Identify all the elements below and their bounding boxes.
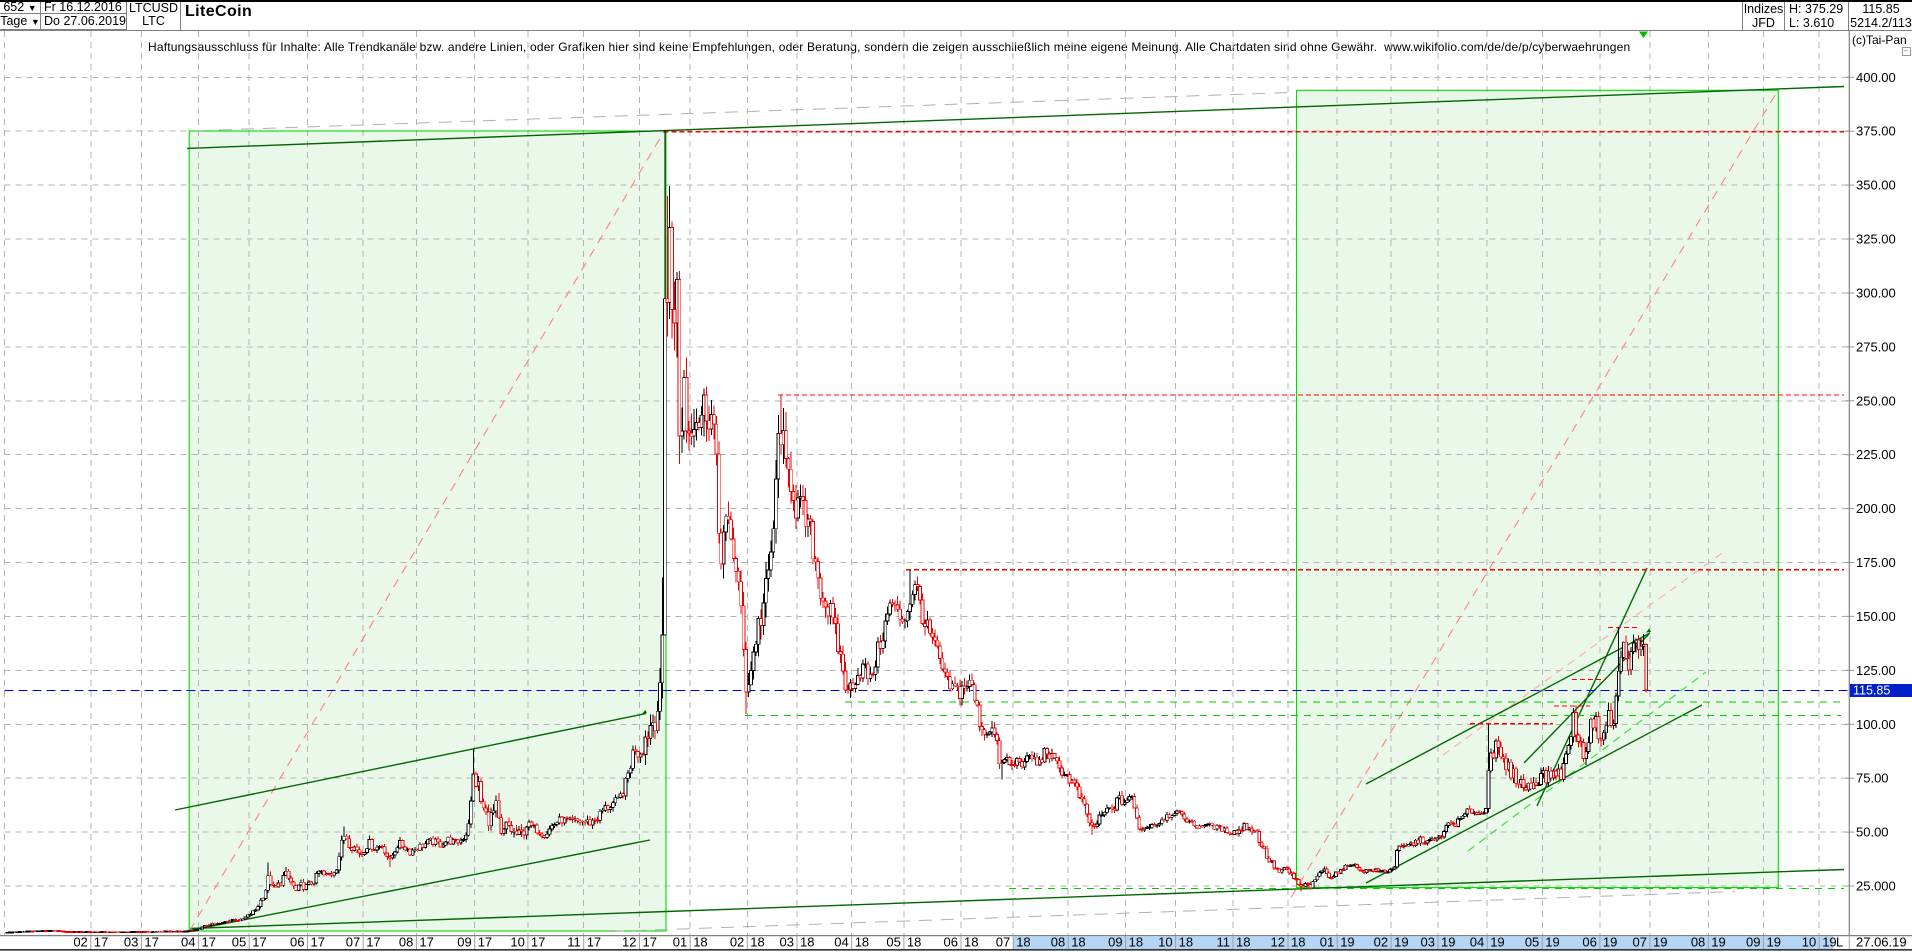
svg-text:17: 17 — [252, 935, 266, 950]
svg-text:17: 17 — [94, 935, 108, 950]
svg-text:09: 09 — [1108, 935, 1122, 950]
svg-text:18: 18 — [1071, 935, 1085, 950]
svg-text:06: 06 — [944, 935, 958, 950]
svg-text:18: 18 — [800, 935, 814, 950]
svg-text:19: 19 — [1490, 935, 1504, 950]
svg-text:L: L — [1836, 935, 1843, 950]
svg-text:03: 03 — [124, 935, 138, 950]
svg-text:175.00: 175.00 — [1856, 555, 1896, 570]
svg-text:10: 10 — [1158, 935, 1172, 950]
svg-text:18: 18 — [1129, 935, 1143, 950]
svg-text:11: 11 — [567, 935, 581, 950]
svg-text:19: 19 — [1340, 935, 1354, 950]
svg-text:09: 09 — [457, 935, 471, 950]
svg-text:18: 18 — [750, 935, 764, 950]
svg-text:17: 17 — [643, 935, 657, 950]
svg-text:19: 19 — [1653, 935, 1667, 950]
svg-text:19: 19 — [1603, 935, 1617, 950]
svg-text:18: 18 — [964, 935, 978, 950]
svg-text:25.000: 25.000 — [1856, 879, 1896, 894]
svg-text:18: 18 — [907, 935, 921, 950]
svg-text:08: 08 — [1691, 935, 1705, 950]
svg-text:350.00: 350.00 — [1856, 178, 1896, 193]
svg-text:300.00: 300.00 — [1856, 286, 1896, 301]
svg-text:18: 18 — [1291, 935, 1305, 950]
svg-text:325.00: 325.00 — [1856, 232, 1896, 247]
svg-text:17: 17 — [419, 935, 433, 950]
svg-text:200.00: 200.00 — [1856, 501, 1896, 516]
svg-text:115.85: 115.85 — [1853, 684, 1890, 698]
svg-text:04: 04 — [181, 935, 195, 950]
svg-text:17: 17 — [478, 935, 492, 950]
svg-text:19: 19 — [1767, 935, 1781, 950]
svg-text:19: 19 — [1711, 935, 1725, 950]
svg-text:17: 17 — [144, 935, 158, 950]
svg-text:07: 07 — [1633, 935, 1647, 950]
svg-text:08: 08 — [1051, 935, 1065, 950]
svg-text:05: 05 — [886, 935, 900, 950]
svg-text:19: 19 — [1822, 935, 1836, 950]
svg-text:18: 18 — [855, 935, 869, 950]
svg-text:27.06.19: 27.06.19 — [1856, 935, 1907, 950]
svg-text:11: 11 — [1217, 935, 1231, 950]
svg-text:07: 07 — [346, 935, 360, 950]
svg-text:19: 19 — [1441, 935, 1455, 950]
svg-text:400.00: 400.00 — [1856, 70, 1896, 85]
svg-text:05: 05 — [1525, 935, 1539, 950]
svg-text:09: 09 — [1746, 935, 1760, 950]
svg-text:06: 06 — [1582, 935, 1596, 950]
svg-text:17: 17 — [202, 935, 216, 950]
svg-text:12: 12 — [622, 935, 636, 950]
svg-text:225.00: 225.00 — [1856, 447, 1896, 462]
svg-text:18: 18 — [1179, 935, 1193, 950]
svg-text:06: 06 — [290, 935, 304, 950]
svg-text:10: 10 — [510, 935, 524, 950]
svg-text:19: 19 — [1394, 935, 1408, 950]
svg-text:17: 17 — [311, 935, 325, 950]
svg-text:03: 03 — [1421, 935, 1435, 950]
svg-text:02: 02 — [73, 935, 87, 950]
svg-text:100.00: 100.00 — [1856, 717, 1896, 732]
svg-text:04: 04 — [834, 935, 848, 950]
svg-text:02: 02 — [1374, 935, 1388, 950]
svg-text:04: 04 — [1470, 935, 1484, 950]
svg-text:01: 01 — [673, 935, 687, 950]
svg-text:12: 12 — [1271, 935, 1285, 950]
svg-text:17: 17 — [366, 935, 380, 950]
svg-text:10: 10 — [1802, 935, 1816, 950]
svg-text:18: 18 — [693, 935, 707, 950]
svg-text:275.00: 275.00 — [1856, 339, 1896, 354]
svg-text:375.00: 375.00 — [1856, 124, 1896, 139]
svg-text:50.00: 50.00 — [1856, 825, 1889, 840]
svg-text:250.00: 250.00 — [1856, 393, 1896, 408]
svg-text:150.00: 150.00 — [1856, 609, 1896, 624]
svg-text:01: 01 — [1320, 935, 1334, 950]
svg-text:75.00: 75.00 — [1856, 771, 1889, 786]
svg-text:18: 18 — [1236, 935, 1250, 950]
svg-text:17: 17 — [531, 935, 545, 950]
svg-text:125.00: 125.00 — [1856, 663, 1896, 678]
svg-text:18: 18 — [1016, 935, 1030, 950]
svg-text:08: 08 — [399, 935, 413, 950]
svg-text:02: 02 — [730, 935, 744, 950]
svg-text:19: 19 — [1545, 935, 1559, 950]
svg-text:05: 05 — [232, 935, 246, 950]
svg-text:07: 07 — [996, 935, 1010, 950]
svg-text:17: 17 — [587, 935, 601, 950]
svg-text:03: 03 — [780, 935, 794, 950]
